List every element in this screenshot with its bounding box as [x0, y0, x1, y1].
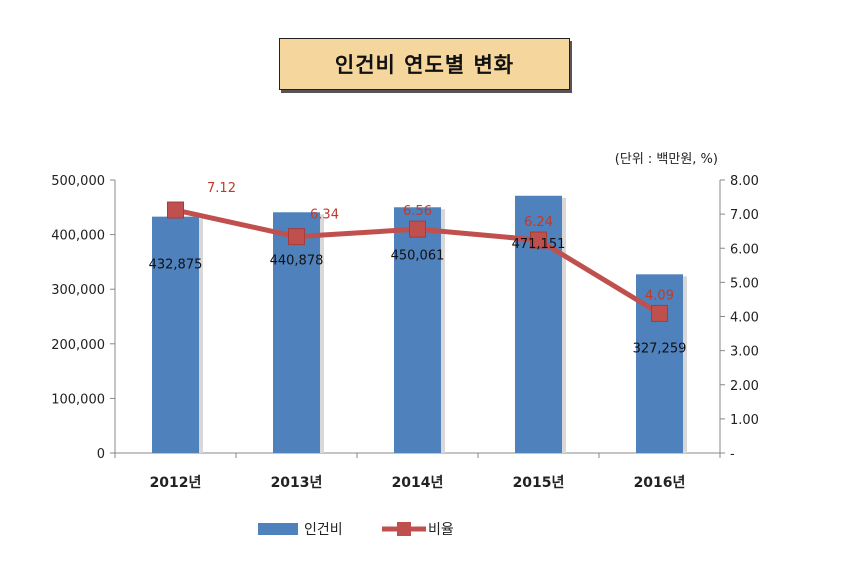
left-tick-label: 100,000 — [51, 392, 105, 407]
x-tick-label: 2013년 — [271, 475, 323, 491]
chart-title: 인건비 연도별 변화 — [279, 38, 570, 90]
bar-value-label: 471,151 — [512, 237, 566, 252]
right-tick-label: 4.00 — [730, 311, 759, 326]
left-tick-label: 400,000 — [51, 229, 105, 244]
x-tick-label: 2015년 — [513, 475, 565, 491]
right-tick-label: - — [730, 447, 735, 462]
bar-value-label: 327,259 — [633, 341, 687, 356]
legend-label: 비율 — [428, 522, 454, 538]
bar — [152, 216, 199, 453]
rate-marker — [288, 228, 305, 246]
right-tick-label: 8.00 — [730, 174, 759, 189]
left-tick-label: 0 — [97, 447, 105, 462]
rate-marker — [651, 304, 668, 322]
right-tick-label: 7.00 — [730, 208, 759, 223]
rate-value-label: 4.09 — [645, 288, 674, 303]
rate-marker — [530, 231, 547, 249]
line-series — [167, 201, 668, 322]
right-tick-label: 2.00 — [730, 379, 759, 394]
left-tick-label: 200,000 — [51, 338, 105, 353]
rate-marker — [167, 201, 184, 219]
legend-label: 인건비 — [304, 522, 343, 538]
x-tick-label: 2016년 — [634, 475, 686, 491]
legend: 인건비 비율 — [258, 522, 454, 538]
bar — [273, 212, 320, 453]
left-tick-label: 500,000 — [51, 174, 105, 189]
data-labels: 432,875 440,878 450,061 471,151 327,259 7.12 6… — [149, 181, 687, 356]
bar-value-label: 440,878 — [270, 253, 324, 268]
legend-swatch-marker — [397, 522, 411, 536]
right-tick-label: 6.00 — [730, 242, 759, 257]
right-tick-label: 3.00 — [730, 345, 759, 360]
unit-note: (단위 : 백만원, %) — [615, 152, 718, 167]
left-tick-label: 300,000 — [51, 283, 105, 298]
bar — [394, 207, 441, 453]
bar-value-label: 432,875 — [149, 258, 203, 273]
x-tick-label: 2014년 — [392, 475, 444, 491]
x-tick-label: 2012년 — [150, 475, 202, 491]
rate-value-label: 7.12 — [207, 181, 236, 196]
rate-value-label: 6.24 — [524, 215, 553, 230]
bar-value-label: 450,061 — [391, 248, 445, 263]
rate-marker — [409, 220, 426, 238]
right-tick-label: 5.00 — [730, 276, 759, 291]
rate-value-label: 6.56 — [403, 204, 432, 219]
right-tick-label: 1.00 — [730, 413, 759, 428]
rate-value-label: 6.34 — [310, 208, 339, 223]
axes: 0 100,000 200,000 300,000 400,000 500,000 - 1.0… — [51, 174, 759, 491]
legend-swatch-bar — [258, 523, 298, 535]
